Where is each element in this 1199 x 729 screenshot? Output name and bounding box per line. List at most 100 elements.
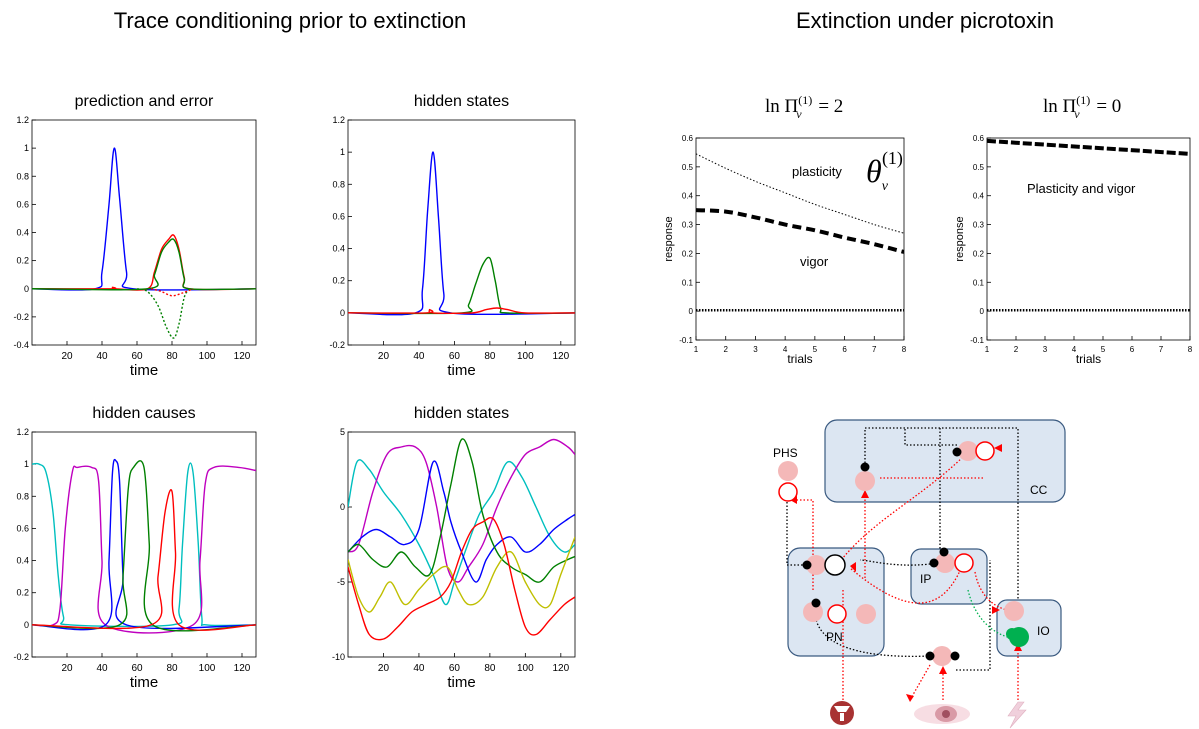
pn-label: PN xyxy=(826,630,843,644)
y-tick-label: 0.4 xyxy=(682,192,694,201)
y-tick-label: 0.4 xyxy=(973,192,985,201)
y-tick-label: -10 xyxy=(332,652,345,662)
x-tick-label: 20 xyxy=(61,351,73,362)
x-tick-label: 4 xyxy=(783,345,788,354)
phs-label: PHS xyxy=(773,446,798,460)
series-line xyxy=(348,516,575,641)
y-tick-label: 0.4 xyxy=(16,556,29,566)
y-tick-label: 1.2 xyxy=(16,427,29,437)
x-tick-label: 60 xyxy=(449,663,461,674)
x-tick-label: 8 xyxy=(1188,345,1193,354)
x-axis-label: time xyxy=(130,362,158,379)
chart-prediction-and-error: 20 40 60 80 100 120 -0.4 -0.2 0 0.2 0.4 0.6 0.8 1 1.2 p… xyxy=(13,93,257,379)
x-tick-label: 120 xyxy=(552,663,569,674)
series-line xyxy=(32,465,256,634)
y-axis-label: response xyxy=(954,216,966,261)
x-axis-label: time xyxy=(447,674,475,691)
x-tick-label: 80 xyxy=(166,663,178,674)
y-tick-label: 1.2 xyxy=(16,115,29,125)
series-line xyxy=(136,288,191,339)
series-line xyxy=(32,458,256,631)
y-tick-label: 0.6 xyxy=(16,199,29,209)
series-line xyxy=(348,438,575,583)
series-line xyxy=(32,460,256,632)
x-tick-label: 20 xyxy=(378,351,390,362)
x-tick-label: 20 xyxy=(61,663,73,674)
y-tick-label: 0 xyxy=(24,284,29,294)
io-label: IO xyxy=(1037,624,1050,638)
y-tick-label: 0.3 xyxy=(682,221,694,230)
series-line xyxy=(696,208,904,254)
synapses xyxy=(802,447,962,661)
plot-frame xyxy=(347,119,576,346)
x-tick-label: 100 xyxy=(517,663,534,674)
x-axis-label: time xyxy=(130,674,158,691)
series-line xyxy=(32,489,256,631)
x-tick-label: 5 xyxy=(1101,345,1106,354)
y-tick-label: 0.2 xyxy=(973,249,985,258)
chart-extinction-log-precision-0: 1 2 3 4 5 6 7 8 -0.1 0 0.1 0.2 0.3 0.4 0.5 0.6 trials res… xyxy=(954,134,1193,366)
chart-extinction-log-precision-2: 1 2 3 4 5 6 7 8 -0.1 0 0.1 0.2 0.3 0.4 0.5 0.6 trials res… xyxy=(663,134,907,366)
x-tick-label: 60 xyxy=(131,351,143,362)
x-tick-label: 5 xyxy=(813,345,818,354)
x-tick-label: 7 xyxy=(872,345,877,354)
y-tick-label: -0.2 xyxy=(329,340,345,350)
plasticity-and-vigor-label: Plasticity and vigor xyxy=(1027,181,1136,196)
series-line xyxy=(150,288,194,297)
y-tick-label: 0.2 xyxy=(682,249,694,258)
series-line xyxy=(32,238,256,291)
x-axis-label: time xyxy=(447,362,475,379)
chart-title: hidden states xyxy=(414,405,509,422)
y-tick-label: -0.1 xyxy=(679,336,693,345)
x-tick-label: 80 xyxy=(484,663,496,674)
plot-frame xyxy=(695,137,905,341)
x-tick-label: 80 xyxy=(484,351,496,362)
x-tick-label: 4 xyxy=(1072,345,1077,354)
y-tick-label: 0.5 xyxy=(973,163,985,172)
y-tick-label: 0.8 xyxy=(16,491,29,501)
series-line xyxy=(987,138,1190,156)
x-tick-label: 100 xyxy=(199,663,216,674)
eye-icon xyxy=(914,704,970,724)
y-tick-label: 0 xyxy=(340,502,345,512)
x-tick-label: 60 xyxy=(449,351,461,362)
chart-hidden-states-bottom: 20 40 60 80 100 120 -10 -5 0 5 hidden states time xyxy=(332,405,576,691)
series-line xyxy=(32,147,256,291)
plot-frame xyxy=(31,431,257,658)
x-tick-label: 7 xyxy=(1159,345,1164,354)
chart-title: hidden causes xyxy=(92,405,195,422)
x-tick-label: 120 xyxy=(552,351,569,362)
y-tick-label: 0.1 xyxy=(682,278,694,287)
x-tick-label: 40 xyxy=(96,663,108,674)
y-tick-label: 0 xyxy=(689,307,694,316)
x-tick-label: 1 xyxy=(694,345,699,354)
series-line xyxy=(696,153,904,234)
series-line xyxy=(348,536,575,613)
series-line xyxy=(348,438,575,583)
y-tick-label: 1 xyxy=(24,459,29,469)
y-tick-label: 0 xyxy=(340,308,345,318)
y-tick-label: 0.5 xyxy=(682,163,694,172)
x-tick-label: 3 xyxy=(1043,345,1048,354)
chart-title: hidden states xyxy=(414,93,509,110)
right-heading: Extinction under picrotoxin xyxy=(796,8,1054,33)
cc-label: CC xyxy=(1030,483,1048,497)
y-tick-label: 0.3 xyxy=(973,221,985,230)
neurons xyxy=(778,441,1029,666)
x-tick-label: 6 xyxy=(842,345,847,354)
circuit-diagram: PHS CC IP PN IO xyxy=(773,419,1066,729)
y-tick-label: 0.1 xyxy=(973,278,985,287)
y-tick-label: 0.4 xyxy=(16,228,29,238)
vigor-label: vigor xyxy=(800,254,829,269)
y-tick-label: 0.8 xyxy=(332,179,345,189)
y-tick-label: 0.6 xyxy=(973,134,985,143)
y-tick-label: 0 xyxy=(24,620,29,630)
x-tick-label: 120 xyxy=(234,663,251,674)
x-tick-label: 1 xyxy=(985,345,990,354)
y-tick-label: 0.2 xyxy=(16,588,29,598)
shock-icon xyxy=(1007,701,1027,729)
y-tick-label: -0.2 xyxy=(13,312,29,322)
series-line xyxy=(348,151,575,316)
y-tick-label: 1 xyxy=(340,147,345,157)
series-line xyxy=(348,307,575,314)
